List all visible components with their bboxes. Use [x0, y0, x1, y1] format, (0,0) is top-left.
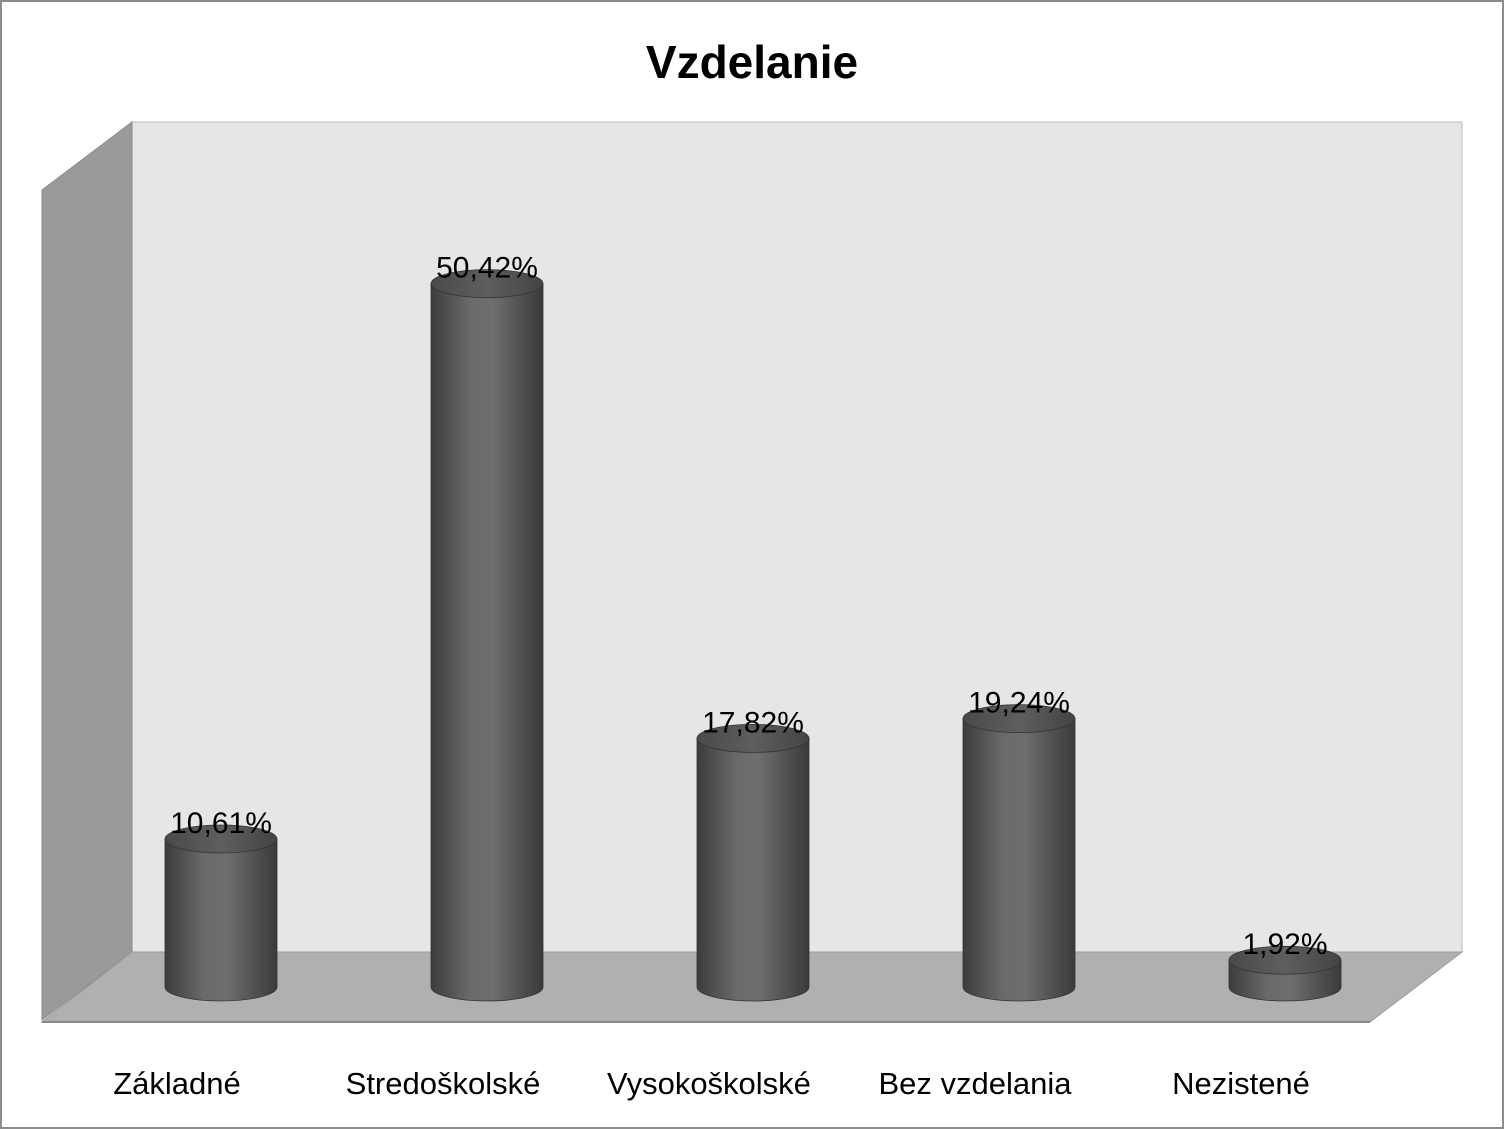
bar-top	[164, 824, 278, 854]
bar-top	[696, 724, 810, 753]
data-label: 10,61%	[170, 807, 272, 840]
bar-top	[1228, 945, 1342, 975]
bar-5	[1228, 945, 1342, 1002]
labels-layer: 10,61% Základné 50,42% Stredoškolské 17,82% V…	[113, 252, 1327, 1101]
bar-body	[696, 738, 810, 1002]
data-label: 50,42%	[436, 252, 538, 285]
bar-4	[962, 704, 1076, 1002]
category-label: Vysokoškolské	[607, 1066, 811, 1101]
bar-body	[430, 283, 544, 1002]
category-label: Bez vzdelania	[878, 1066, 1072, 1101]
bar-top	[962, 704, 1076, 734]
bar-top	[430, 269, 544, 299]
category-label: Stredoškolské	[346, 1066, 541, 1101]
bar-body	[164, 838, 278, 1002]
bar-1	[164, 824, 278, 1002]
bar-body	[962, 718, 1076, 1002]
bars-layer	[164, 269, 1342, 1002]
category-label: Základné	[113, 1066, 241, 1101]
data-label: 19,24%	[968, 687, 1070, 720]
data-label: 17,82%	[702, 706, 804, 739]
data-label: 1,92%	[1242, 928, 1327, 961]
side-wall	[41, 120, 133, 1022]
bar-3	[696, 724, 810, 1002]
bar-2	[430, 269, 544, 1002]
chart-title: Vzdelanie	[646, 36, 858, 88]
category-label: Nezistené	[1172, 1066, 1310, 1101]
